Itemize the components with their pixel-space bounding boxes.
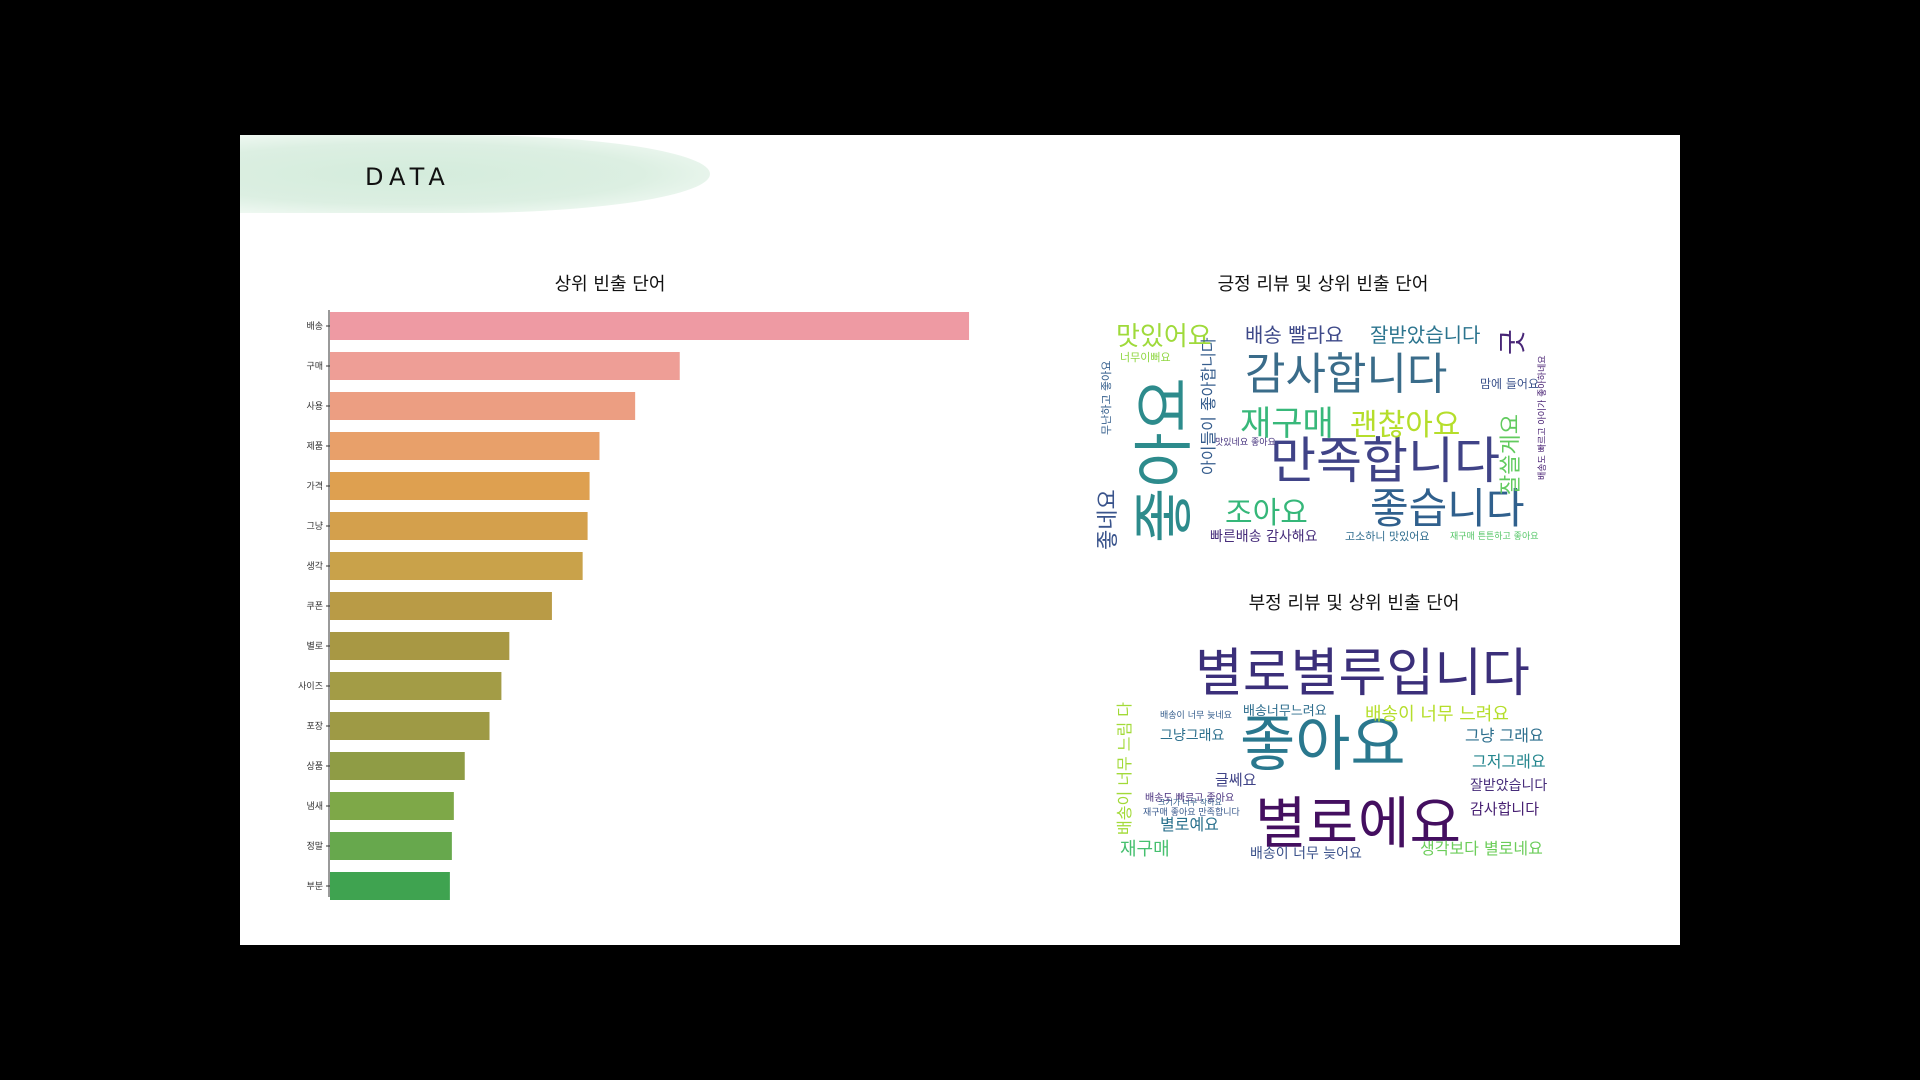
y-tick-label: 쿠폰: [306, 601, 323, 612]
positive-word: 감사합니다: [1245, 349, 1447, 400]
positive-word: 잘쓸게요: [1499, 414, 1524, 495]
y-tick-label: 포장: [306, 721, 323, 732]
positive-word: 조아요: [1225, 496, 1308, 531]
negative-word: 배송너무느려요: [1243, 704, 1327, 719]
y-tick-label: 부분: [306, 881, 323, 892]
bar-14: [330, 872, 450, 900]
bar-8: [330, 632, 510, 660]
bar-11: [330, 752, 465, 780]
title-highlight-shape: [240, 135, 710, 213]
positive-word: 맛있어요: [1116, 322, 1212, 352]
negative-word: 별로에요: [1255, 792, 1461, 857]
bar-2: [330, 392, 636, 420]
positive-word: 좋습니다: [1370, 484, 1525, 533]
negative-word: 그저그래요: [1472, 752, 1546, 771]
bar-12: [330, 792, 454, 820]
y-tick-label: 생각: [306, 560, 323, 572]
bar-0: [330, 312, 970, 340]
y-tick-label: 제품: [306, 441, 323, 452]
figure-canvas: 상위 빈출 단어 배송구매사용제품가격그냥생각쿠폰별로사이즈포장상품냄새정말부분…: [298, 274, 1548, 900]
positive-word: 배송 빨라요: [1245, 323, 1343, 347]
y-tick-label: 그냥: [306, 521, 323, 532]
positive-word: 맛있네요 좋아요: [1215, 436, 1276, 448]
negative-word: 배송이 너무 느려요: [1365, 704, 1509, 725]
y-tick-label: 별로: [306, 641, 323, 652]
positive-word: 좋네요: [1096, 489, 1121, 550]
positive-word: 재구매: [1240, 404, 1334, 444]
negative-word: 배송이 너무 느림 다: [1115, 702, 1134, 835]
negative-word: 배송이 너무 늦네요: [1160, 710, 1232, 721]
y-tick-label: 사용: [306, 401, 323, 412]
positive-word: 빠른배송 감사해요: [1210, 529, 1318, 545]
y-tick-label: 정말: [306, 840, 323, 852]
positive-word: 무난하고 좋아요: [1099, 361, 1113, 435]
bar-1: [330, 352, 680, 380]
bar-5: [330, 512, 588, 540]
positive-word: 굿: [1496, 329, 1529, 355]
negative-word: 그냥그래요: [1160, 728, 1225, 744]
y-tick-label: 가격: [306, 480, 323, 492]
negative-word: 감사합니다: [1470, 800, 1539, 818]
negative-wordcloud-title: 부정 리뷰 및 상위 빈출 단어: [1249, 593, 1460, 614]
positive-word: 재구매 튼튼하고 좋아요: [1450, 531, 1539, 542]
negative-word: 글쎄요: [1215, 771, 1257, 789]
bar-10: [330, 712, 490, 740]
positive-word: 배송도 빠르고 아이가 좋아하네요: [1537, 355, 1548, 480]
negative-word: 재구매: [1120, 839, 1170, 860]
bar-3: [330, 432, 600, 460]
bar-9: [330, 672, 502, 700]
bar-4: [330, 472, 590, 500]
positive-word: 맘에 들어요: [1480, 377, 1539, 391]
positive-word: 좋아요: [1130, 377, 1200, 543]
y-tick-label: 사이즈: [298, 681, 323, 692]
bar-6: [330, 552, 583, 580]
negative-word: 그냥 그래요: [1465, 726, 1544, 745]
negative-word: 배송도 빠르고 좋아요: [1145, 792, 1234, 804]
positive-word: 잘받았습니다: [1370, 323, 1480, 347]
negative-word: 좋아요: [1240, 710, 1406, 780]
bar-7: [330, 592, 552, 620]
negative-word: 별로별루입니다: [1195, 644, 1530, 704]
positive-word: 고소하니 맛있어요: [1345, 529, 1429, 543]
negative-word: 잘받았습니다: [1470, 778, 1547, 794]
positive-word: 너무이뻐요: [1120, 351, 1171, 364]
positive-wordcloud-title: 긍정 리뷰 및 상위 빈출 단어: [1218, 274, 1429, 295]
bar-13: [330, 832, 452, 860]
y-tick-label: 냄새: [306, 801, 323, 812]
bar-chart-title: 상위 빈출 단어: [555, 274, 666, 295]
y-tick-label: 상품: [306, 761, 323, 772]
negative-word: 배송이 너무 늦어요: [1250, 846, 1362, 862]
negative-word: 생각보다 별로네요: [1420, 839, 1543, 858]
y-tick-label: 배송: [306, 321, 323, 332]
negative-word: 재구매 좋아요 만족합니다: [1143, 807, 1241, 818]
positive-word: 만족합니다: [1270, 432, 1500, 490]
positive-word: 아이들이 좋아합니다: [1199, 337, 1218, 475]
positive-word: 괜찮아요: [1350, 408, 1460, 443]
negative-word: 별로예요: [1160, 815, 1219, 834]
negative-word: 크기가 너무 작아요: [1158, 797, 1222, 807]
y-tick-label: 구매: [306, 361, 323, 372]
slide-title: DATA: [365, 163, 451, 191]
